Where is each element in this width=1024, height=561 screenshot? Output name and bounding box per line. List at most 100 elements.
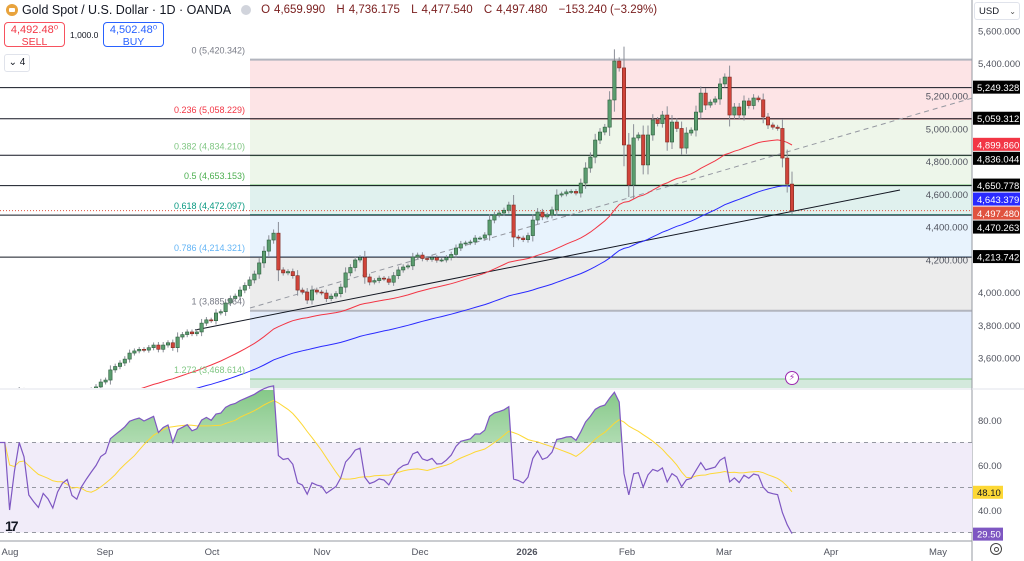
candle (137, 346, 142, 354)
candle-body-up (549, 209, 554, 216)
candle-body-up (56, 398, 59, 403)
candle-body-up (612, 60, 617, 101)
candle-body-down (785, 157, 790, 185)
candle-body-up (535, 211, 540, 221)
candle (449, 251, 454, 261)
sell-price: 4,492.48⁰ (10, 24, 59, 36)
candle (727, 65, 732, 127)
candle (266, 235, 271, 256)
lightning-event-icon[interactable]: ⚡ (785, 371, 799, 385)
price-tick: 5,200.000 (926, 92, 968, 103)
candle-body-up (458, 243, 463, 249)
candle-body-up (175, 336, 180, 348)
time-tick: Dec (412, 547, 429, 558)
currency-select[interactable]: USD ⌄ (974, 2, 1020, 20)
candle (420, 252, 425, 262)
candle (51, 397, 54, 406)
price-tick: 4,600.000 (926, 190, 968, 201)
candle-body-up (348, 267, 353, 274)
candle-body-down (655, 119, 660, 124)
candle-body-up (487, 219, 492, 236)
candle (506, 201, 511, 214)
candle-body-up (660, 114, 665, 124)
indicators-collapse-button[interactable]: ⌄ 4 (4, 54, 30, 72)
candle-body-up (132, 350, 137, 354)
candle-body-up (492, 214, 497, 221)
level-price-tag: 4,213.742 (973, 250, 1020, 264)
close-value: 4,497.480 (496, 4, 548, 16)
settings-gear-icon[interactable] (990, 543, 1002, 555)
candle-body-up (113, 366, 118, 371)
candle (785, 149, 790, 193)
candle (425, 256, 430, 262)
candle (56, 395, 59, 406)
candle (357, 255, 362, 263)
candle (94, 384, 99, 388)
candle (588, 152, 593, 173)
candle (497, 210, 502, 218)
candle-body-down (27, 392, 30, 399)
candle (199, 318, 204, 337)
candle-body-down (765, 116, 770, 126)
candle (780, 119, 785, 168)
rsi-value-tag: 29.50 (973, 527, 1003, 541)
tradingview-logo[interactable]: 17 (5, 518, 19, 534)
last_price-price-tag: 4,497.480 (973, 206, 1020, 220)
candle (453, 244, 458, 258)
candle (564, 189, 569, 197)
sell-button[interactable]: 4,492.48⁰ SELL (4, 22, 65, 48)
rsi-value-tag-bg (973, 527, 1003, 541)
candle-body-down (775, 126, 780, 129)
level-price-tag: 4,836.044 (973, 151, 1020, 165)
candle (142, 347, 147, 353)
candle (415, 252, 420, 260)
level-price-tag-text: 4,836.044 (977, 154, 1019, 165)
candle-body-up (578, 182, 583, 194)
candle (535, 208, 540, 225)
candle-body-up (597, 131, 602, 141)
candle (170, 339, 175, 351)
candle-body-up (353, 259, 358, 268)
candle-body-up (583, 167, 588, 184)
candle (127, 349, 132, 363)
candle-body-up (233, 295, 238, 299)
price-tick: 3,600.000 (978, 353, 1020, 364)
candle-body-up (722, 76, 727, 85)
candle (8, 390, 11, 401)
level-price-tag-text: 5,059.312 (977, 114, 1019, 125)
buy-button[interactable]: 4,502.48⁰ BUY (103, 22, 164, 48)
candle-body-down (641, 134, 646, 166)
candle (348, 264, 353, 277)
rsi-pane (0, 385, 972, 534)
candle-body-up (405, 265, 410, 268)
candle-body-down (314, 289, 319, 293)
candle-body-up (247, 279, 252, 286)
candle (300, 287, 305, 295)
candle (396, 266, 401, 280)
candle (530, 214, 535, 242)
candle (362, 250, 367, 284)
candle (559, 191, 564, 198)
candle-body-down (142, 348, 147, 351)
quantity[interactable]: 1,000.0 (70, 30, 99, 40)
candle (468, 239, 473, 246)
candle-body-down (290, 271, 295, 276)
candle (578, 178, 583, 198)
candle-body-up (161, 344, 166, 350)
price-tick: 3,800.000 (978, 321, 1020, 332)
fib-band-0.382 (250, 155, 972, 186)
candle (607, 91, 612, 136)
candle-body-up (108, 369, 113, 381)
open-value: 4,659.990 (274, 4, 326, 16)
fib-label-1: 1 (3,885.964) (191, 297, 245, 307)
candle (631, 124, 636, 199)
last_price-price-tag-text: 4,497.480 (977, 209, 1019, 220)
candle (194, 329, 199, 337)
symbol-title[interactable]: Gold Spot / U.S. Dollar · 1D · OANDA (22, 3, 232, 17)
candle-body-up (530, 219, 535, 236)
level-price-tag-text: 4,213.742 (977, 253, 1019, 264)
candle (626, 132, 631, 198)
candle (281, 267, 286, 276)
candle-body-down (703, 92, 708, 106)
